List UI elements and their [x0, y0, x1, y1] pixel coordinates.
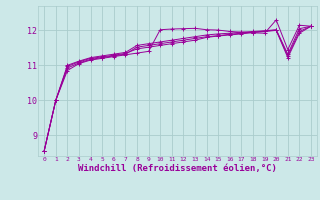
X-axis label: Windchill (Refroidissement éolien,°C): Windchill (Refroidissement éolien,°C): [78, 164, 277, 173]
